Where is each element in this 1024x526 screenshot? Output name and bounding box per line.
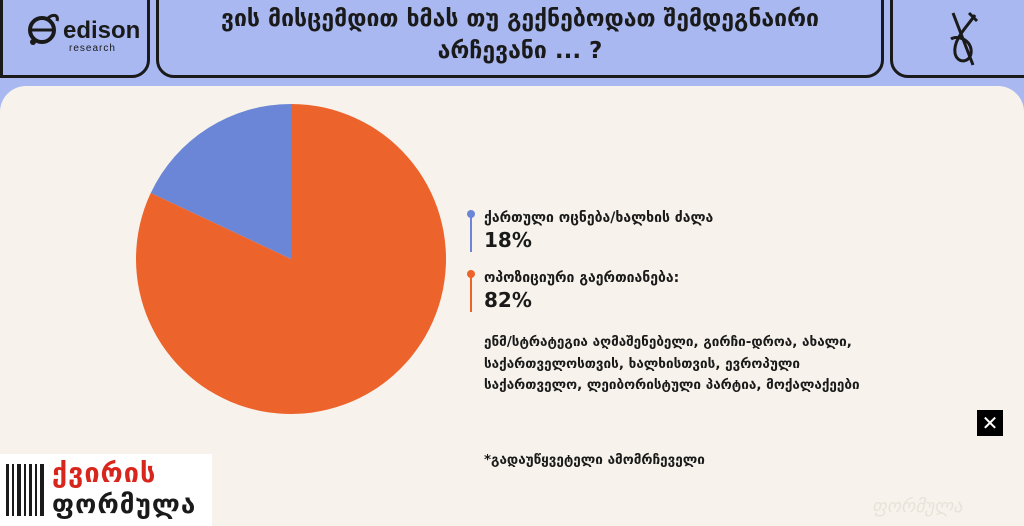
opposition-parties-note: ენმ/სტრატეგია აღმაშენებელი, გირჩი-დროა, … (484, 334, 860, 393)
brand-bottom-text: ფორმულა (52, 490, 197, 520)
legend-value-georgian-dream: 18% (484, 228, 532, 252)
legend-value-opposition: 82% (484, 288, 532, 312)
legend-marker-opposition (467, 270, 475, 278)
formula-emblem-icon (950, 11, 979, 66)
brand-top-text: ქვირის (52, 458, 157, 489)
header: edison research ვის მისცემდით ხმას თუ გე… (0, 0, 1024, 80)
barcode-icon (6, 464, 44, 516)
emblem-box (890, 0, 1024, 78)
logo-wordmark: edison (63, 17, 141, 44)
logo-subtitle: research (69, 43, 116, 54)
watermark: ფორმულა (872, 496, 963, 517)
legend-marker-georgian-dream (467, 210, 475, 218)
footnote: *გადაუწყვეტელი ამომრჩეველი (484, 452, 705, 468)
legend-label-georgian-dream: ქართული ოცნება/ხალხის ძალა (484, 210, 714, 226)
legend-line-opposition (470, 274, 472, 312)
formula-brand: ქვირის ფორმულა (0, 454, 212, 526)
legend-label-opposition: ოპოზიციური გაერთიანება: (484, 270, 680, 286)
pie-slice-georgian-dream (150, 104, 291, 259)
close-button[interactable]: ✕ (977, 410, 1003, 436)
pie-slice-opposition (135, 104, 446, 414)
legend-line-georgian-dream (470, 214, 472, 252)
chart-title: ვის მისცემდით ხმას თუ გექნებოდათ შემდეგნ… (221, 6, 819, 64)
edison-logo-icon (28, 13, 59, 45)
edison-logo: edison research (0, 0, 150, 78)
title-box: ვის მისცემდით ხმას თუ გექნებოდათ შემდეგნ… (156, 0, 884, 78)
